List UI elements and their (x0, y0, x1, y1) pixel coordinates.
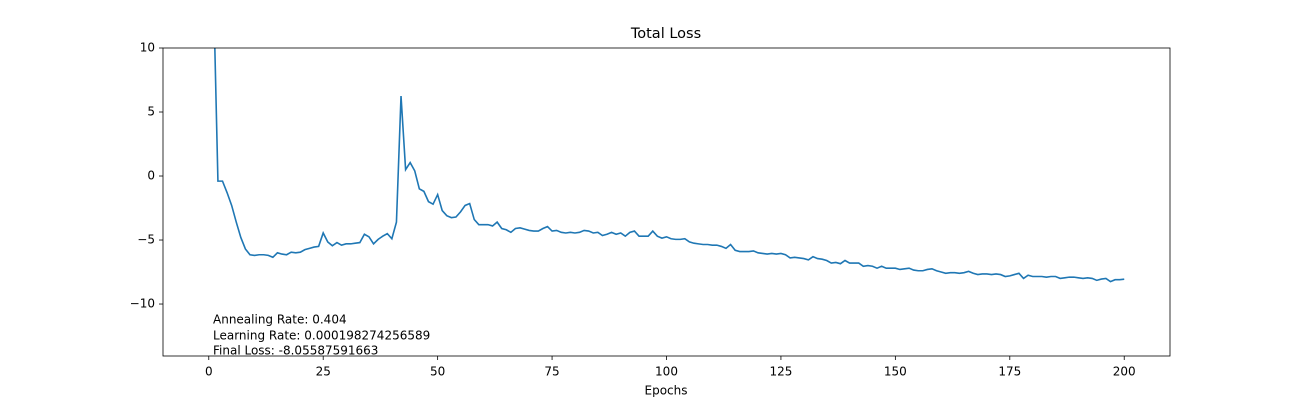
chart-title: Total Loss (630, 26, 701, 42)
x-axis-label: Epochs (645, 384, 688, 398)
y-tick-label: 0 (147, 169, 155, 183)
x-tick-label: 100 (655, 365, 678, 379)
y-tick-label: −10 (130, 297, 155, 311)
x-tick-label: 75 (544, 365, 559, 379)
x-tick-label: 125 (769, 365, 792, 379)
plot-frame (162, 47, 1171, 357)
loss-line (214, 48, 1125, 283)
x-tick-label: 0 (205, 365, 213, 379)
annotation: Learning Rate: 0.000198274256589 (213, 329, 430, 343)
y-tick-label: −5 (137, 233, 155, 247)
annotation: Annealing Rate: 0.404 (213, 313, 347, 327)
x-tick-label: 50 (430, 365, 445, 379)
x-tick-label: 200 (1113, 365, 1136, 379)
x-tick-label: 150 (884, 365, 907, 379)
x-tick-label: 25 (316, 365, 331, 379)
y-tick-label: 5 (147, 105, 155, 119)
annotation: Final Loss: -8.05587591663 (213, 344, 378, 358)
y-tick-label: 10 (140, 41, 155, 55)
x-tick-label: 175 (998, 365, 1021, 379)
